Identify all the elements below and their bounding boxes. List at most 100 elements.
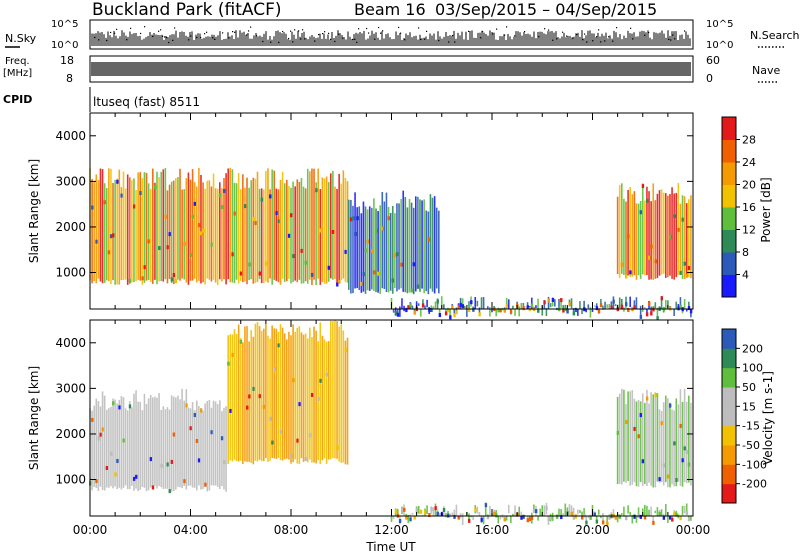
scatter-cell: [684, 446, 686, 450]
scatter-cell: [531, 516, 533, 520]
ytick-label: 2000: [55, 427, 86, 441]
scatter-cell: [135, 475, 137, 479]
scatter-cell: [290, 454, 292, 458]
vel-cbar-swatch: [722, 387, 736, 407]
ytick-label: 3000: [55, 174, 86, 188]
noise-dot: [110, 32, 111, 33]
scatter-cell: [612, 300, 614, 304]
scatter-cell: [627, 234, 629, 238]
noise-dot: [584, 33, 585, 34]
nave-tick-bottom: 0: [706, 72, 713, 85]
noise-dot: [398, 27, 399, 28]
scatter-cell: [682, 458, 684, 462]
vel-cbar-tick-label: -15: [742, 420, 760, 433]
scatter-cell: [315, 188, 317, 192]
scatter-cell: [458, 305, 460, 309]
scatter-cell: [401, 507, 403, 511]
noise-search-label: N.Search: [750, 29, 800, 42]
scatter-cell: [95, 240, 97, 244]
scatter-cell: [338, 280, 340, 284]
velocity-scatter: [89, 320, 691, 526]
scatter-cell: [545, 506, 547, 510]
scatter-cell: [686, 511, 688, 515]
noise-dot: [352, 39, 353, 40]
scatter-cell: [453, 313, 455, 317]
ytick-label: 4000: [55, 129, 86, 143]
scatter-cell: [439, 313, 441, 317]
noise-dot: [382, 30, 383, 31]
scatter-cell: [449, 315, 451, 319]
noise-dot: [438, 40, 439, 41]
scatter-cell: [164, 215, 166, 219]
noise-dot: [228, 37, 229, 38]
noise-dot: [232, 31, 233, 32]
power-cbar-tick-label: 12: [742, 224, 756, 237]
scatter-cell: [596, 306, 598, 310]
scatter-cell: [679, 305, 681, 309]
scatter-cell: [148, 239, 150, 243]
noise-dot: [354, 39, 355, 40]
scatter-cell: [319, 379, 321, 383]
scatter-cell: [273, 367, 275, 371]
noise-dot: [552, 40, 553, 41]
power-cbar-tick-label: 20: [742, 179, 756, 192]
vel-cbar-tick-label: 15: [742, 400, 756, 413]
power-colorbar-label: Power [dB]: [759, 177, 773, 242]
scatter-cell: [192, 215, 194, 219]
scatter-cell: [97, 437, 99, 441]
noise-dot: [130, 28, 131, 29]
nave-label: Nave: [752, 64, 780, 77]
scatter-cell: [219, 193, 221, 197]
scatter-cell: [150, 457, 152, 461]
noise-dot: [482, 31, 483, 32]
scatter-cell: [116, 180, 118, 184]
scatter-cell: [200, 409, 202, 413]
scatter-cell: [352, 216, 354, 220]
scatter-cell: [292, 378, 294, 382]
scatter-cell: [495, 513, 497, 517]
scatter-cell: [640, 210, 642, 214]
scatter-cell: [300, 249, 302, 253]
scatter-cell: [190, 253, 192, 257]
power-cbar-swatch: [722, 185, 736, 208]
ytick-label: 2000: [55, 220, 86, 234]
vel-cbar-tick-label: 200: [742, 342, 763, 355]
noise-dot: [270, 42, 271, 43]
scatter-cell: [166, 462, 168, 466]
scatter-cell: [481, 518, 483, 522]
noise-dot: [616, 27, 617, 28]
velocity-ylabel: Slant Range [km]: [27, 366, 41, 470]
noise-dot: [318, 34, 319, 35]
noise-dot: [126, 39, 127, 40]
scatter-cell: [388, 216, 390, 220]
scatter-cell: [659, 477, 661, 481]
scatter-cell: [356, 216, 358, 220]
scatter-cell: [650, 311, 652, 315]
noise-dot: [544, 28, 545, 29]
noise-dot: [174, 27, 175, 28]
noise-dot: [684, 30, 685, 31]
scatter-cell: [621, 305, 623, 309]
vel-cbar-swatch: [722, 445, 736, 465]
power-cbar-swatch: [722, 162, 736, 185]
scatter-cell: [166, 245, 168, 249]
scatter-cell: [277, 343, 279, 347]
scatter-cell: [506, 304, 508, 308]
scatter-cell: [646, 396, 648, 400]
scatter-cell: [198, 223, 200, 227]
scatter-cell: [679, 271, 681, 275]
scatter-cell: [633, 515, 635, 519]
scatter-cell: [248, 394, 250, 398]
scatter-cell: [673, 441, 675, 445]
noise-dot: [604, 40, 605, 41]
noise-dot: [600, 41, 601, 42]
noise-dot: [582, 39, 583, 40]
scatter-cell: [598, 310, 600, 314]
scatter-cell: [99, 433, 101, 437]
noise-dot: [302, 29, 303, 30]
xtick-label: 08:00: [274, 523, 309, 537]
scatter-cell: [625, 302, 627, 306]
scatter-cell: [413, 262, 415, 266]
noise-dot: [212, 37, 213, 38]
scatter-cell: [275, 211, 277, 215]
